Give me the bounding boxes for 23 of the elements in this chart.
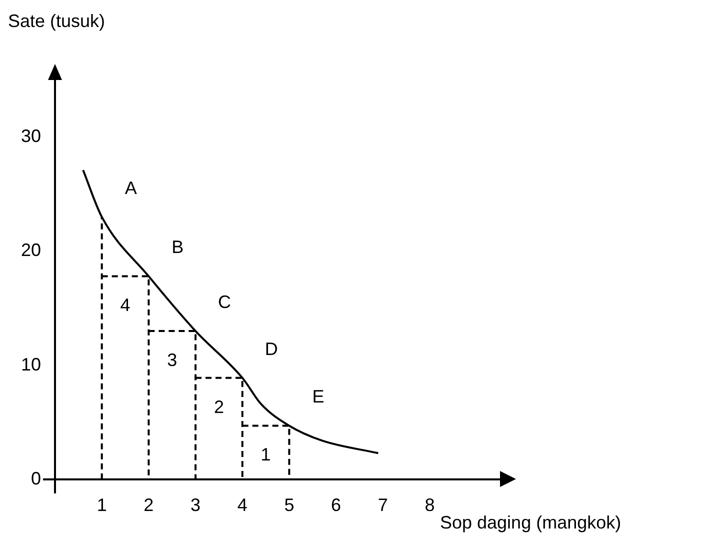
y-axis-title: Sate (tusuk) bbox=[8, 10, 106, 31]
x-tick-label: 4 bbox=[237, 495, 248, 516]
annotation: B bbox=[172, 237, 184, 258]
annotation: D bbox=[264, 338, 278, 359]
y-tick-label: 10 bbox=[20, 354, 41, 374]
x-tick-label: 3 bbox=[190, 495, 201, 516]
annotation: 2 bbox=[214, 396, 224, 417]
x-tick-label: 8 bbox=[424, 495, 435, 516]
annotation: A bbox=[124, 178, 137, 198]
x-tick-label: 6 bbox=[331, 495, 342, 516]
x-axis-title: Sop daging (mangkok) bbox=[440, 512, 622, 532]
x-tick-label: 1 bbox=[96, 495, 107, 516]
annotation: 4 bbox=[120, 295, 130, 316]
annotation: 3 bbox=[167, 350, 178, 370]
y-tick-label: 0 bbox=[30, 468, 41, 488]
annotation: E bbox=[312, 386, 324, 407]
annotation: 1 bbox=[260, 444, 271, 465]
y-tick-label: 20 bbox=[20, 240, 41, 260]
x-tick-label: 2 bbox=[144, 495, 154, 516]
x-tick-label: 5 bbox=[284, 495, 294, 516]
x-tick-label: 7 bbox=[378, 495, 388, 516]
annotation: C bbox=[218, 292, 232, 312]
y-tick-label: 30 bbox=[20, 126, 41, 146]
